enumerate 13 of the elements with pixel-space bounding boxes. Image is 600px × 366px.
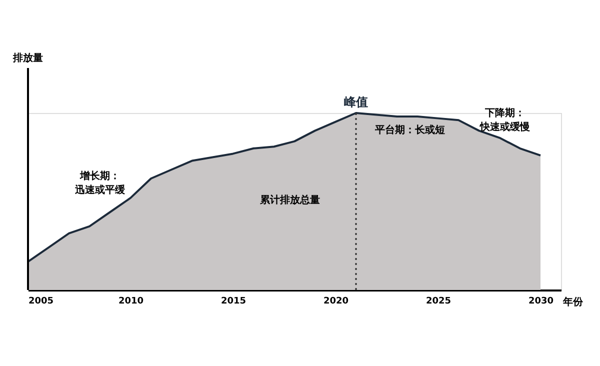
y-axis-title: 排放量 [12, 52, 43, 64]
x-tick-label: 2025 [426, 296, 452, 306]
x-tick-label: 2010 [118, 296, 144, 306]
annotation: 增长期：迅速或平缓 [74, 170, 126, 196]
annotation: 累计排放总量 [259, 194, 320, 206]
annotation: 平台期：长或短 [374, 124, 445, 136]
x-tick-label: 2005 [28, 296, 54, 306]
x-tick-label: 2015 [220, 296, 246, 306]
annotation: 峰值 [344, 95, 368, 109]
x-axis-title: 年份 [562, 296, 584, 308]
annotation: 下降期：快速或缓慢 [479, 107, 530, 133]
x-tick-label: 2020 [323, 296, 349, 306]
x-tick-label: 2030 [528, 296, 554, 306]
